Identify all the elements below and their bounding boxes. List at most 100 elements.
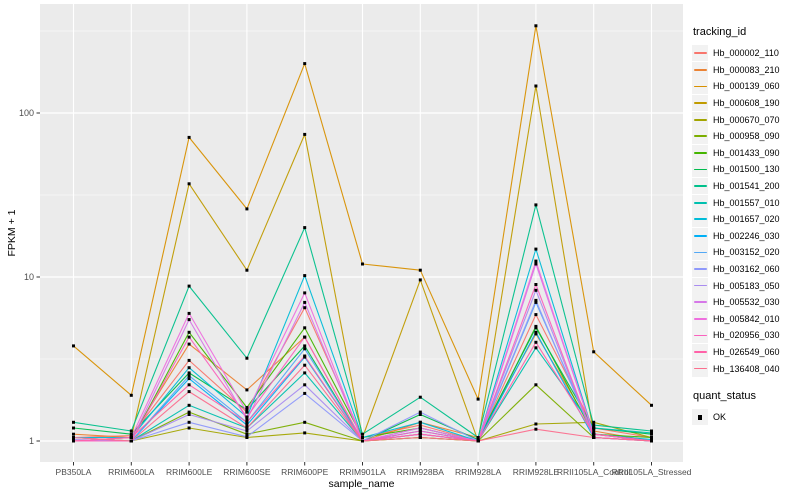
legend-item: Hb_002246_030 <box>692 227 798 245</box>
legend-item-label: Hb_000958_090 <box>713 131 780 142</box>
x-tick-label: RRIM928BA <box>397 467 445 477</box>
legend-line-icon <box>693 85 707 88</box>
legend-item: Hb_001500_130 <box>692 161 798 178</box>
legend-key <box>692 277 708 294</box>
legend-key <box>692 45 708 62</box>
legend-item-label: Hb_002246_030 <box>713 230 780 241</box>
y-tick-label: 10 <box>24 272 34 282</box>
legend-item-label: Hb_003152_020 <box>713 247 780 258</box>
legend-line-icon <box>693 334 707 337</box>
x-tick-label: PB350LA <box>56 467 92 477</box>
quant-key <box>692 409 708 426</box>
legend-line-icon <box>693 218 707 221</box>
legend-key <box>692 310 708 327</box>
x-tick-label: RRIM600LA <box>108 467 155 477</box>
legend-line-icon <box>693 317 707 320</box>
axis-ticks <box>36 112 652 466</box>
legend: tracking_id Hb_000002_110 Hb_000083_210 Hb… <box>692 26 798 426</box>
legend-item-label: Hb_003162_060 <box>713 264 780 275</box>
legend-line-icon <box>693 102 707 104</box>
legend-line-icon <box>693 152 707 154</box>
legend-item: Hb_005842_010 <box>692 310 798 328</box>
legend-item: Hb_003152_020 <box>692 244 798 261</box>
legend-key <box>692 327 708 344</box>
legend-key <box>692 211 708 228</box>
plot-panel <box>40 4 683 462</box>
y-tick-labels: 1 10 100 <box>19 108 34 446</box>
legend-line-icon <box>693 367 707 370</box>
legend-line-icon <box>693 52 707 55</box>
x-tick-label: RRII105LA_Stressed <box>612 467 692 477</box>
legend-key <box>692 111 708 128</box>
legend-key <box>692 194 708 211</box>
legend-line-icon <box>693 185 707 187</box>
legend-item-label: Hb_000670_070 <box>713 114 780 125</box>
legend-item-label: Hb_026549_060 <box>713 346 780 357</box>
legend-item: Hb_003162_060 <box>692 261 798 278</box>
legend-key <box>692 294 708 311</box>
legend-item-label: Hb_005183_050 <box>713 280 780 291</box>
legend-item: Hb_000002_110 <box>692 45 798 62</box>
legend-item: Hb_001657_020 <box>692 211 798 228</box>
legend-item: Hb_000958_090 <box>692 128 798 145</box>
legend-key <box>692 61 708 78</box>
legend-key <box>692 360 708 377</box>
legend-item-label: Hb_000083_210 <box>713 64 780 75</box>
y-axis-title: FPKM + 1 <box>6 209 18 256</box>
quant-legend-item: OK <box>692 409 798 426</box>
legend-item-label: Hb_001557_010 <box>713 197 780 208</box>
x-tick-label: RRIM600SE <box>223 467 271 477</box>
legend-item: Hb_001541_200 <box>692 178 798 195</box>
legend-line-icon <box>693 69 707 71</box>
legend-key <box>692 161 708 178</box>
legend-line-icon <box>693 351 707 353</box>
x-tick-label: RRII105LA_Control <box>557 467 631 477</box>
legend-item-label: Hb_001433_090 <box>713 147 780 158</box>
legend-item-label: Hb_000139_060 <box>713 81 780 92</box>
legend-key <box>692 144 708 161</box>
legend-key <box>692 343 708 360</box>
legend-line-icon <box>693 118 707 121</box>
legend-item: Hb_000608_190 <box>692 95 798 112</box>
legend-line-icon <box>693 301 707 304</box>
point-markers <box>72 24 653 443</box>
legend-line-icon <box>693 135 707 138</box>
x-tick-label: RRIM928LA <box>455 467 502 477</box>
x-axis-title: sample_name <box>329 478 395 490</box>
legend-key <box>692 261 708 278</box>
legend-items: Hb_000002_110 Hb_000083_210 Hb_000139_060 H… <box>692 45 798 377</box>
legend-item-label: Hb_001657_020 <box>713 214 780 225</box>
legend-key <box>692 95 708 112</box>
legend-line-icon <box>693 235 707 237</box>
legend-item-label: Hb_000002_110 <box>713 48 779 59</box>
legend-key <box>692 244 708 261</box>
legend-item: Hb_020956_030 <box>692 327 798 344</box>
legend-item-label: Hb_000608_190 <box>713 98 780 109</box>
x-tick-label: RRIM600PE <box>281 467 329 477</box>
legend-item: Hb_005183_050 <box>692 277 798 294</box>
legend-item-label: Hb_020956_030 <box>713 330 780 341</box>
legend-item: Hb_026549_060 <box>692 343 798 361</box>
legend-item: Hb_000139_060 <box>692 78 798 95</box>
legend-line-icon <box>693 251 707 254</box>
legend-item: Hb_001557_010 <box>692 194 798 211</box>
legend-item-label: Hb_136408_040 <box>713 363 780 374</box>
x-tick-label: RRIM600LE <box>166 467 213 477</box>
x-tick-label: RRIM901LA <box>339 467 386 477</box>
legend-line-icon <box>693 168 707 171</box>
legend-item-label: Hb_005532_030 <box>713 297 780 308</box>
quant-legend-label: OK <box>713 412 727 423</box>
legend-line-icon <box>693 268 707 270</box>
legend-item: Hb_000083_210 <box>692 61 798 79</box>
legend-line-icon <box>693 201 707 204</box>
legend-item: Hb_001433_090 <box>692 144 798 162</box>
quant-legend-title: quant_status <box>693 389 756 402</box>
x-tick-label: RRIM928LE <box>513 467 560 477</box>
legend-title: tracking_id <box>693 26 747 38</box>
legend-item: Hb_005532_030 <box>692 294 798 311</box>
legend-key <box>692 78 708 95</box>
x-tick-labels: PB350LA RRIM600LA RRIM600LE RRIM600SE RRIM60… <box>56 467 692 477</box>
legend-item: Hb_000670_070 <box>692 111 798 128</box>
